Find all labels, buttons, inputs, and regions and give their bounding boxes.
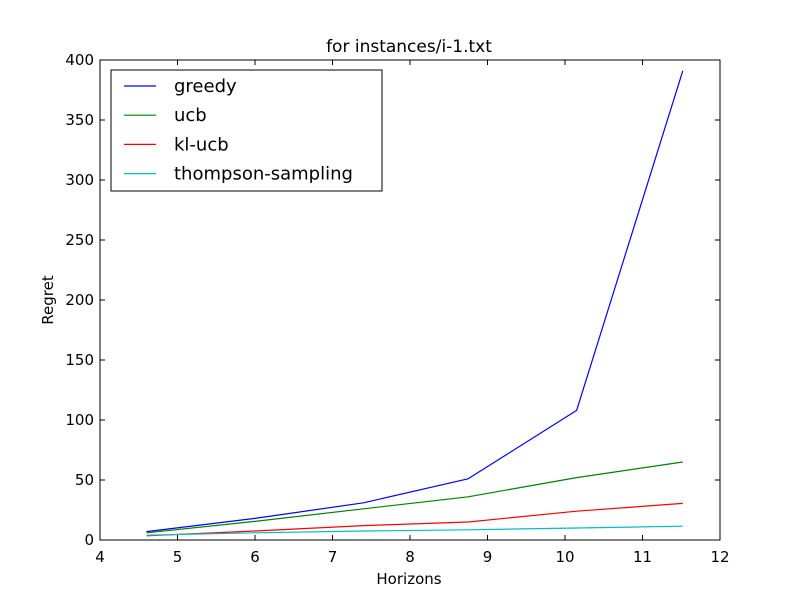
legend-label-ucb: ucb — [174, 105, 207, 126]
chart-title: for instances/i-1.txt — [326, 37, 492, 57]
plot-frame — [99, 59, 721, 541]
x-tick-label-5: 5 — [173, 548, 183, 566]
y-tick-label-200: 200 — [65, 291, 94, 309]
series-line-ucb — [146, 461, 683, 534]
x-tick-label-11: 11 — [633, 548, 652, 566]
series-line-thompson-sampling — [146, 525, 683, 536]
legend-label-greedy: greedy — [174, 76, 237, 97]
y-tick-label-0: 0 — [84, 531, 94, 549]
x-tick-label-10: 10 — [555, 548, 574, 566]
series-layer — [146, 70, 684, 537]
x-axis-label: Horizons — [376, 570, 441, 588]
x-tick-label-7: 7 — [328, 548, 338, 566]
series-line-greedy — [146, 70, 684, 533]
x-tick-label-4: 4 — [95, 548, 105, 566]
x-tick-label-8: 8 — [405, 548, 415, 566]
x-tick-label-6: 6 — [250, 548, 260, 566]
ticks-layer: 4 5 6 7 8 9 10 11 12 0 50 100 150 200 250 300 350 400 — [65, 51, 729, 566]
series-line-kl-ucb — [146, 502, 683, 537]
y-tick-label-150: 150 — [65, 351, 94, 369]
y-tick-label-50: 50 — [75, 471, 94, 489]
legend: greedy ucb kl-ucb thompson-sampling — [110, 69, 383, 192]
legend-box — [110, 69, 383, 192]
x-tick-label-9: 9 — [483, 548, 493, 566]
y-tick-label-250: 250 — [65, 231, 94, 249]
x-tick-label-12: 12 — [710, 548, 729, 566]
y-tick-label-300: 300 — [65, 171, 94, 189]
y-tick-label-400: 400 — [65, 51, 94, 69]
y-tick-label-350: 350 — [65, 111, 94, 129]
y-tick-label-100: 100 — [65, 411, 94, 429]
y-axis-label: Regret — [39, 275, 57, 325]
legend-label-thompson-sampling: thompson-sampling — [174, 164, 353, 185]
legend-label-kl-ucb: kl-ucb — [174, 134, 229, 155]
